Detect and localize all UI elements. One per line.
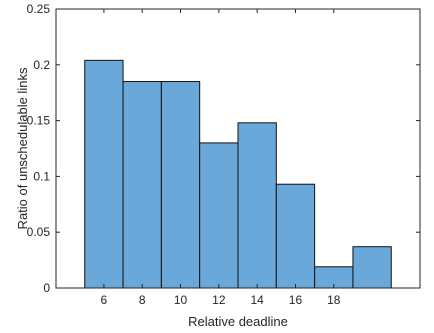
x-tick-label: 8: [139, 293, 146, 307]
x-tick-label: 18: [327, 293, 341, 307]
x-tick-label: 16: [289, 293, 303, 307]
histogram-bar-8: [352, 246, 392, 289]
bars-group: [84, 59, 392, 289]
histogram-bar-6: [275, 183, 316, 289]
plot-frame: [55, 8, 421, 289]
histogram-bar-4: [199, 142, 239, 289]
histogram-bar-1: [84, 59, 124, 289]
y-tick-label: 0.25: [27, 2, 51, 16]
x-tick-label: 14: [250, 293, 264, 307]
histogram-bar-5: [237, 122, 277, 289]
y-tick-label: 0.05: [27, 225, 51, 239]
y-tick-label: 0.2: [33, 58, 50, 72]
histogram-bar-3: [160, 81, 201, 289]
y-axis: 0 0.05 0.1 0.15 0.2 0.25: [27, 2, 420, 295]
y-tick-label: 0.15: [27, 114, 51, 128]
histogram-bar-2: [122, 81, 162, 289]
x-tick-label: 10: [174, 293, 188, 307]
y-tick-label: 0.1: [33, 169, 50, 183]
y-tick-label: 0: [43, 281, 50, 295]
x-tick-label: 6: [101, 293, 108, 307]
x-tick-label: 12: [212, 293, 226, 307]
x-axis-label: Relative deadline: [188, 314, 288, 329]
x-axis: 6 8 10 12 14 16 18: [101, 9, 341, 307]
y-axis-label: Ratio of unschedulable links: [15, 67, 30, 229]
